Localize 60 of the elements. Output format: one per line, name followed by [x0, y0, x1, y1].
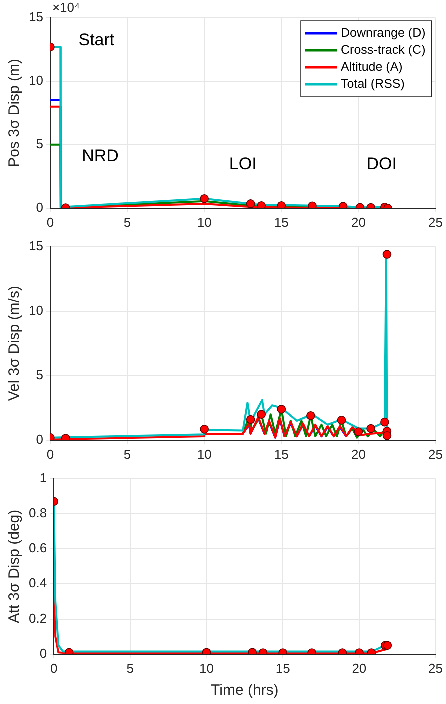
legend-label: Total (RSS)	[341, 76, 405, 91]
x-tick-label: 0	[50, 660, 58, 676]
point	[306, 411, 316, 420]
y-tick-label: 0	[36, 432, 44, 447]
annotation: DOI	[366, 154, 397, 174]
y-tick-label: 0.6	[28, 540, 48, 556]
y-tick-label: 10	[28, 73, 44, 88]
point	[246, 415, 256, 424]
annotation: Start	[78, 30, 115, 50]
point	[277, 201, 286, 208]
point	[200, 194, 209, 204]
legend-label: Cross-track (C)	[341, 42, 426, 57]
x-tick-label: 20	[351, 214, 366, 230]
point	[257, 410, 266, 419]
y-tick-label: 15	[28, 10, 44, 25]
y-axis-title: Pos 3σ Disp (m)	[6, 58, 24, 168]
point	[277, 405, 286, 414]
y-tick-label: 15	[28, 238, 44, 254]
x-tick-label: 15	[274, 446, 289, 462]
x-tick-label: 20	[351, 446, 366, 462]
x-tick-label: 15	[276, 660, 290, 676]
y-tick-label: 10	[28, 302, 44, 318]
y-tick-label: 1	[40, 470, 48, 486]
legend-label: Downrange (D)	[341, 26, 426, 40]
point	[246, 200, 256, 208]
text: ×10⁴	[52, 0, 80, 16]
x-tick-label: 20	[352, 660, 367, 676]
x-tick-label: 25	[428, 660, 444, 676]
y-tick-label: 0.4	[28, 576, 48, 591]
point	[366, 424, 376, 434]
point	[382, 250, 392, 259]
y-axis-title: Att 3σ Disp (deg)	[6, 510, 24, 624]
x-tick-label: 15	[274, 214, 289, 230]
y-tick-label: 0	[36, 200, 44, 215]
point	[380, 418, 390, 427]
point	[308, 202, 317, 208]
point	[354, 428, 364, 436]
point	[257, 201, 266, 208]
y-tick-label: 0.8	[28, 506, 48, 520]
x-tick-label: 10	[197, 446, 212, 462]
y-axis-title: Vel 3σ Disp (m/s)	[6, 286, 24, 402]
x-tick-label: 10	[200, 660, 214, 676]
y-tick-label: 0	[40, 646, 48, 661]
y-tick-label: 5	[36, 136, 44, 152]
point	[382, 431, 392, 440]
y-tick-label: 5	[36, 367, 44, 382]
point	[337, 416, 346, 425]
y-tick-label: 0.2	[28, 610, 48, 626]
point	[200, 425, 209, 434]
x-tick-label: 25	[428, 214, 444, 230]
x-tick-label: 5	[124, 214, 132, 230]
x-tick-label: 25	[428, 446, 444, 462]
x-tick-label: 5	[126, 660, 134, 676]
annotation: NRD	[82, 146, 119, 166]
annotation: LOI	[229, 154, 257, 174]
x-axis-title: Time (hrs)	[211, 682, 279, 700]
point	[383, 641, 392, 650]
x-tick-label: 10	[197, 214, 212, 230]
legend-label: Altitude (A)	[341, 60, 403, 74]
x-tick-label: 5	[124, 446, 132, 462]
